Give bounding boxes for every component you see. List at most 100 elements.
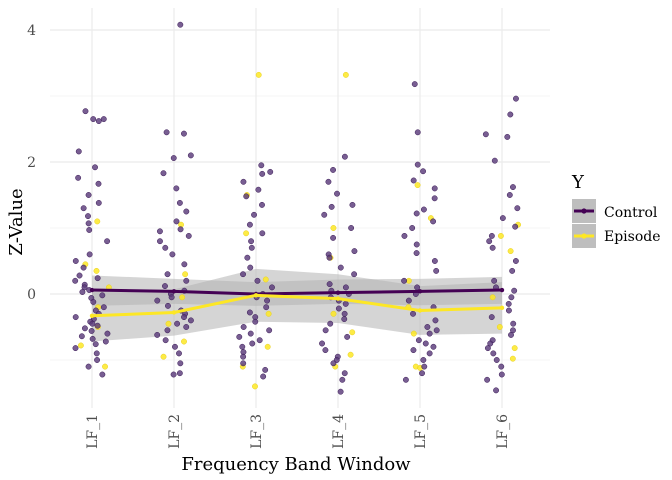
- point-episode: [497, 232, 504, 239]
- point-control: [490, 350, 497, 357]
- point-control: [80, 264, 87, 271]
- point-episode: [265, 310, 272, 317]
- mean-line-control: [91, 288, 503, 296]
- point-episode: [243, 230, 250, 237]
- point-control: [86, 251, 93, 258]
- point-control: [414, 161, 421, 168]
- point-control: [82, 108, 89, 115]
- point-control: [92, 164, 98, 171]
- point-episode: [77, 342, 84, 349]
- mean-point-control: [417, 289, 423, 294]
- point-control: [514, 205, 521, 212]
- x-axis-label: Frequency Band Window: [181, 454, 411, 475]
- point-episode: [102, 363, 108, 370]
- point-control: [431, 258, 438, 264]
- point-control: [240, 353, 247, 360]
- point-episode: [496, 324, 503, 330]
- point-control: [420, 168, 427, 175]
- point-control: [75, 174, 82, 181]
- grid: [50, 8, 550, 408]
- point-control: [424, 324, 431, 330]
- point-control: [506, 192, 513, 198]
- point-control: [72, 345, 79, 352]
- point-control: [80, 205, 87, 212]
- point-control: [505, 307, 512, 314]
- point-control: [173, 218, 180, 225]
- point-control: [269, 284, 275, 291]
- point-episode: [511, 345, 518, 352]
- point-control: [339, 376, 346, 383]
- point-control: [351, 271, 358, 278]
- point-control: [251, 211, 257, 218]
- point-control: [504, 133, 511, 140]
- point-control: [511, 287, 518, 294]
- point-control: [172, 343, 178, 350]
- point-control: [266, 327, 273, 334]
- point-control: [337, 388, 344, 395]
- point-episode: [489, 294, 496, 301]
- y-tick-label: 2: [27, 155, 36, 171]
- point-control: [154, 297, 161, 304]
- legend-label-control: Control: [604, 205, 658, 221]
- point-control: [240, 271, 246, 278]
- point-control: [326, 281, 333, 288]
- point-control: [405, 297, 412, 304]
- legend-dot-episode: [581, 233, 587, 239]
- point-control: [170, 371, 177, 378]
- point-episode: [414, 182, 421, 189]
- point-control: [173, 185, 180, 192]
- point-control: [100, 116, 107, 123]
- point-control: [488, 314, 495, 321]
- mean-point-episode: [171, 310, 177, 315]
- point-control: [248, 238, 255, 245]
- point-control: [176, 350, 182, 357]
- point-control: [433, 267, 440, 274]
- point-control: [411, 81, 418, 88]
- point-control: [488, 232, 495, 239]
- point-control: [414, 284, 421, 291]
- point-control: [410, 177, 417, 184]
- point-control: [85, 192, 92, 198]
- point-episode: [160, 353, 167, 360]
- point-control: [401, 277, 408, 284]
- point-control: [328, 203, 335, 210]
- point-control: [341, 316, 348, 323]
- point-control: [72, 277, 79, 284]
- point-control: [165, 302, 171, 309]
- point-episode: [342, 71, 349, 78]
- point-episode: [179, 294, 186, 301]
- point-episode: [330, 310, 337, 317]
- mean-point-episode: [417, 308, 423, 313]
- point-control: [248, 244, 255, 251]
- point-control: [509, 267, 516, 274]
- point-control: [164, 271, 171, 278]
- point-control: [334, 190, 340, 197]
- legend: Y Control Episode: [571, 172, 661, 248]
- point-control: [95, 118, 102, 125]
- point-episode: [264, 343, 271, 350]
- point-control: [81, 325, 88, 332]
- point-control: [240, 324, 247, 330]
- point-control: [259, 230, 266, 237]
- point-control: [176, 370, 183, 377]
- point-episode: [252, 383, 258, 390]
- point-control: [79, 289, 86, 295]
- point-control: [264, 297, 271, 304]
- mean-point-control: [171, 289, 177, 294]
- point-control: [342, 300, 349, 307]
- point-control: [169, 251, 176, 258]
- point-control: [319, 340, 325, 347]
- mean-lines: [89, 287, 505, 318]
- point-control: [498, 363, 505, 370]
- point-control: [327, 320, 334, 327]
- point-control: [421, 363, 428, 370]
- point-control: [89, 335, 96, 342]
- point-control: [185, 232, 192, 239]
- y-tick-label: 0: [27, 287, 36, 303]
- point-episode: [509, 355, 516, 362]
- point-control: [325, 178, 332, 185]
- point-control: [409, 225, 416, 231]
- point-control: [410, 310, 416, 317]
- point-control: [431, 195, 438, 202]
- mean-point-control: [89, 287, 95, 293]
